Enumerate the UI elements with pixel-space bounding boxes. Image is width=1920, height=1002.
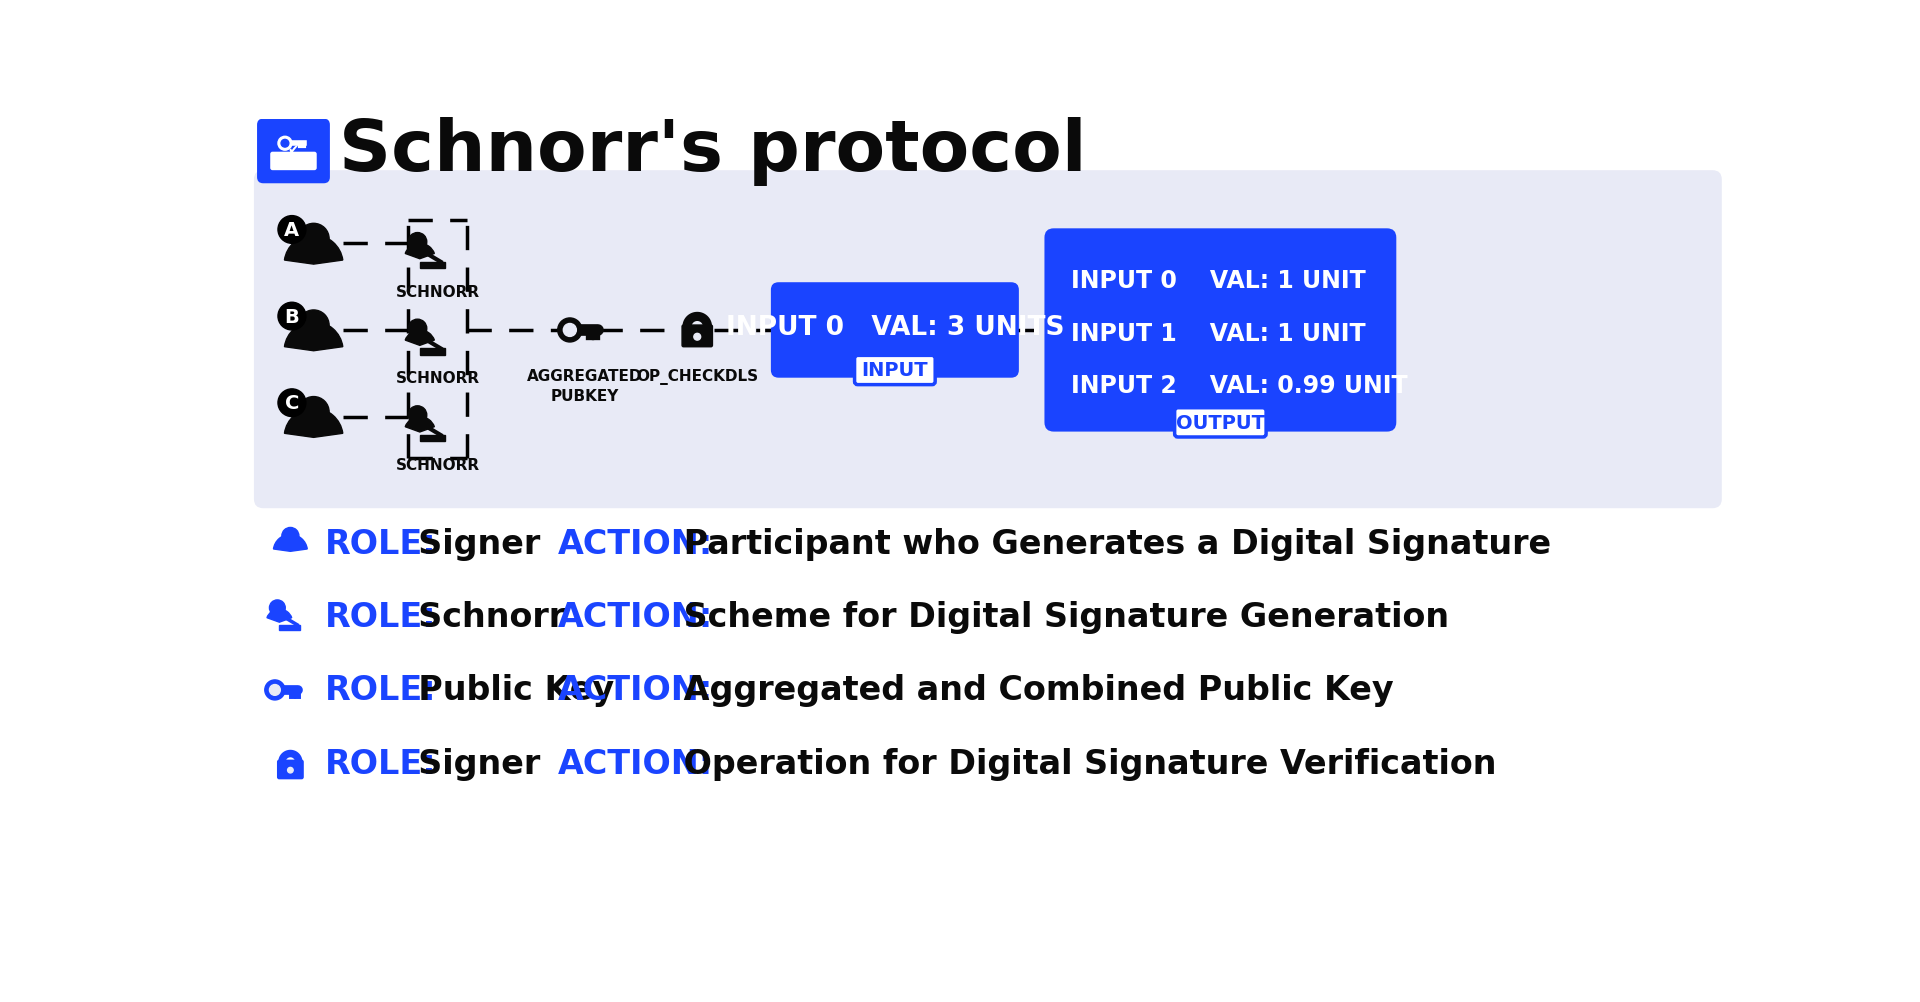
Text: A: A [284, 220, 300, 239]
Text: Signer: Signer [396, 746, 540, 780]
Text: SCHNORR: SCHNORR [396, 457, 480, 472]
FancyBboxPatch shape [420, 263, 445, 269]
Text: OUTPUT: OUTPUT [1175, 414, 1265, 433]
Text: ACTION:: ACTION: [557, 600, 712, 633]
Wedge shape [267, 609, 292, 622]
FancyBboxPatch shape [420, 436, 445, 442]
FancyBboxPatch shape [770, 283, 1020, 379]
Text: ROLE:: ROLE: [324, 746, 438, 780]
Circle shape [298, 224, 328, 255]
Text: ACTION:: ACTION: [557, 673, 712, 706]
Text: ROLE:: ROLE: [324, 528, 438, 560]
Text: Public Key: Public Key [396, 673, 614, 706]
Circle shape [278, 137, 292, 151]
Circle shape [563, 325, 576, 337]
Wedge shape [284, 235, 344, 265]
Text: ROLE:: ROLE: [324, 673, 438, 706]
Circle shape [265, 680, 284, 700]
Circle shape [282, 528, 300, 545]
Text: INPUT: INPUT [862, 361, 927, 380]
Text: ACTION:: ACTION: [557, 746, 712, 780]
Text: INPUT 0    VAL: 1 UNIT: INPUT 0 VAL: 1 UNIT [1071, 269, 1365, 293]
Text: INPUT 0   VAL: 3 UNITS: INPUT 0 VAL: 3 UNITS [726, 315, 1064, 341]
Circle shape [280, 140, 288, 148]
Text: Participant who Generates a Digital Signature: Participant who Generates a Digital Sign… [672, 528, 1551, 560]
FancyBboxPatch shape [1175, 409, 1265, 438]
Text: ✔: ✔ [288, 143, 300, 157]
Text: Schnorr: Schnorr [396, 600, 564, 633]
FancyBboxPatch shape [1044, 229, 1396, 432]
Circle shape [269, 684, 280, 695]
Circle shape [298, 311, 328, 342]
Text: INPUT 2    VAL: 0.99 UNIT: INPUT 2 VAL: 0.99 UNIT [1071, 374, 1407, 398]
Text: C: C [284, 394, 300, 413]
FancyBboxPatch shape [257, 119, 330, 184]
Text: ROLE:: ROLE: [324, 600, 438, 633]
Text: Signer: Signer [396, 528, 540, 560]
Circle shape [298, 397, 328, 428]
Wedge shape [405, 331, 434, 346]
FancyBboxPatch shape [253, 171, 1722, 509]
Wedge shape [284, 323, 344, 352]
Wedge shape [405, 244, 434, 260]
Circle shape [409, 233, 426, 252]
Text: OP_CHECKDLS: OP_CHECKDLS [636, 369, 758, 385]
Circle shape [693, 334, 701, 341]
FancyBboxPatch shape [271, 152, 317, 171]
Circle shape [278, 390, 305, 417]
Text: SCHNORR: SCHNORR [396, 285, 480, 300]
Text: SCHNORR: SCHNORR [396, 371, 480, 386]
Text: Schnorr's protocol: Schnorr's protocol [340, 116, 1087, 185]
Circle shape [288, 768, 294, 774]
Circle shape [278, 303, 305, 331]
Circle shape [409, 320, 426, 339]
Text: Operation for Digital Signature Verification: Operation for Digital Signature Verifica… [672, 746, 1498, 780]
Wedge shape [284, 409, 344, 438]
Text: AGGREGATED
PUBKEY: AGGREGATED PUBKEY [528, 369, 643, 404]
Circle shape [409, 407, 426, 425]
Wedge shape [273, 535, 307, 552]
FancyBboxPatch shape [420, 349, 445, 356]
FancyBboxPatch shape [278, 625, 300, 630]
Text: B: B [284, 308, 300, 327]
Circle shape [278, 216, 305, 244]
Text: Scheme for Digital Signature Generation: Scheme for Digital Signature Generation [672, 600, 1450, 633]
Wedge shape [405, 417, 434, 433]
Text: INPUT 1    VAL: 1 UNIT: INPUT 1 VAL: 1 UNIT [1071, 322, 1365, 346]
FancyBboxPatch shape [278, 761, 303, 779]
Circle shape [557, 319, 582, 343]
Text: Aggregated and Combined Public Key: Aggregated and Combined Public Key [672, 673, 1394, 706]
FancyBboxPatch shape [854, 356, 935, 385]
Text: ACTION:: ACTION: [557, 528, 712, 560]
Circle shape [269, 600, 286, 616]
FancyBboxPatch shape [682, 326, 712, 348]
